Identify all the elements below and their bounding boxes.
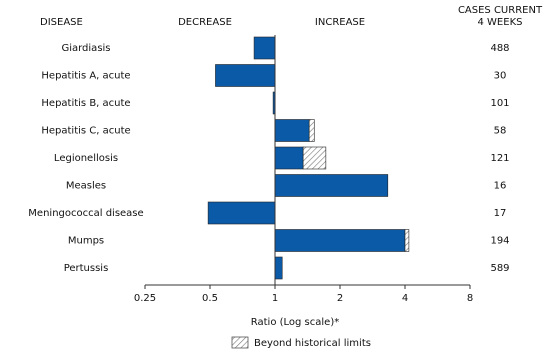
- header-cases: CASES CURRENT: [458, 5, 543, 16]
- x-tick-label: 2: [337, 293, 343, 304]
- cases-label: 589: [490, 263, 509, 274]
- bar-beyond-limits: [404, 229, 410, 252]
- x-axis-label: Ratio (Log scale)*: [251, 317, 339, 328]
- x-tick-label: 8: [467, 293, 473, 304]
- cases-label: 101: [490, 98, 509, 109]
- y-tick-label: Measles: [66, 181, 106, 192]
- cases-label: 16: [494, 181, 507, 192]
- bar: [215, 64, 276, 87]
- bar: [207, 201, 276, 225]
- bar: [274, 146, 304, 170]
- y-tick-label: Hepatitis A, acute: [41, 71, 130, 82]
- x-tick-label: 4: [402, 293, 408, 304]
- header-increase: INCREASE: [315, 17, 365, 28]
- y-tick-label: Pertussis: [64, 263, 109, 274]
- header-disease: DISEASE: [40, 17, 83, 28]
- bar: [274, 256, 283, 280]
- legend-swatch: [231, 336, 249, 349]
- cases-label: 194: [490, 236, 509, 247]
- y-tick-label: Mumps: [68, 236, 104, 247]
- cases-label: 30: [494, 71, 507, 82]
- header-cases: 4 WEEKS: [478, 17, 523, 28]
- y-tick-label: Legionellosis: [54, 153, 118, 164]
- bar: [274, 229, 406, 252]
- y-tick-label: Meningococcal disease: [28, 208, 143, 219]
- cases-label: 58: [494, 126, 507, 137]
- bar: [253, 36, 276, 60]
- x-tick-label: 0.25: [134, 293, 156, 304]
- bar: [274, 119, 310, 142]
- cases-label: 488: [490, 43, 509, 54]
- legend-label: Beyond historical limits: [254, 338, 371, 349]
- x-tick-label: 0.5: [202, 293, 218, 304]
- x-tick-label: 1: [272, 293, 278, 304]
- y-tick-label: Hepatitis C, acute: [41, 126, 130, 137]
- header-decrease: DECREASE: [178, 17, 232, 28]
- cases-label: 121: [490, 153, 509, 164]
- y-tick-label: Giardiasis: [61, 43, 110, 54]
- bar: [274, 174, 389, 197]
- bar-beyond-limits: [302, 146, 327, 170]
- cases-label: 17: [494, 208, 507, 219]
- y-tick-label: Hepatitis B, acute: [41, 98, 130, 109]
- bar-beyond-limits: [308, 119, 315, 142]
